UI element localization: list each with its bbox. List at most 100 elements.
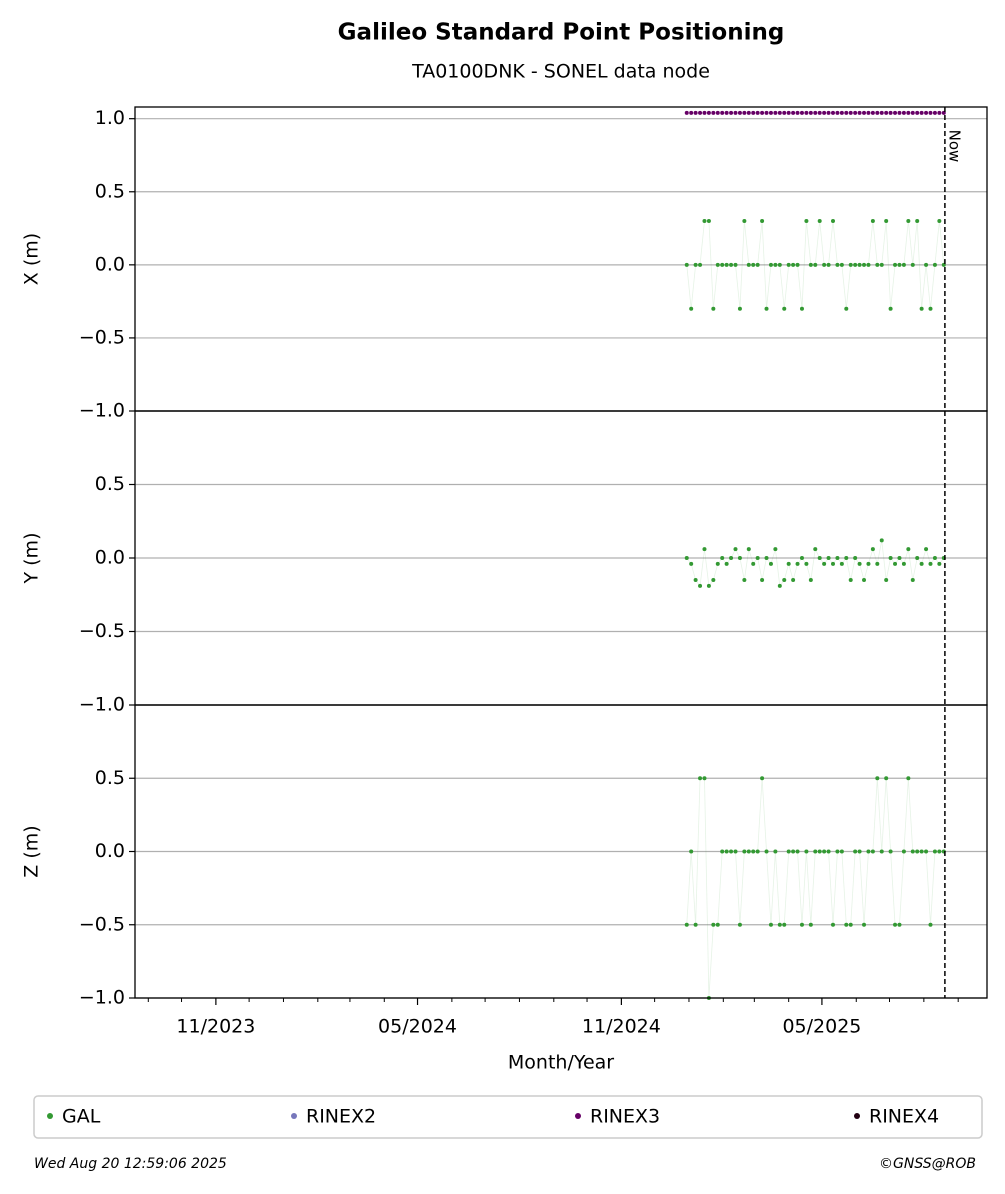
data-point bbox=[817, 219, 822, 223]
data-point bbox=[746, 110, 751, 115]
data-point bbox=[711, 922, 716, 927]
data-point bbox=[746, 547, 751, 552]
data-point bbox=[706, 110, 711, 115]
data-point bbox=[817, 556, 822, 560]
data-point bbox=[760, 219, 765, 223]
data-point bbox=[791, 262, 796, 267]
y-tick-label: 0.5 bbox=[95, 180, 125, 202]
data-point bbox=[893, 922, 898, 927]
data-point bbox=[862, 262, 867, 267]
x-tick-label: 05/2024 bbox=[378, 1016, 457, 1038]
data-point bbox=[932, 262, 937, 267]
data-point bbox=[777, 922, 782, 927]
data-point bbox=[799, 306, 804, 311]
data-point bbox=[897, 556, 902, 560]
data-point bbox=[875, 561, 880, 566]
data-point bbox=[928, 922, 933, 927]
data-point bbox=[910, 262, 915, 267]
data-point bbox=[684, 110, 689, 115]
data-point bbox=[786, 849, 791, 854]
data-point bbox=[768, 262, 773, 267]
data-point bbox=[839, 110, 844, 115]
data-point bbox=[817, 849, 822, 854]
data-point bbox=[799, 110, 804, 115]
data-point bbox=[888, 849, 893, 854]
y-tick-label: 0.0 bbox=[95, 840, 125, 862]
data-point bbox=[733, 262, 738, 267]
data-point bbox=[755, 849, 760, 854]
data-point bbox=[698, 110, 703, 115]
data-point bbox=[768, 110, 773, 115]
data-point bbox=[804, 561, 809, 566]
data-point bbox=[737, 306, 742, 311]
data-point bbox=[844, 922, 849, 927]
data-point bbox=[866, 262, 871, 267]
data-point bbox=[853, 110, 858, 115]
data-point bbox=[689, 110, 694, 115]
data-point bbox=[897, 110, 902, 115]
data-point bbox=[684, 262, 689, 267]
data-point bbox=[884, 110, 889, 115]
data-point bbox=[893, 561, 898, 566]
data-point bbox=[888, 556, 893, 560]
data-point bbox=[729, 262, 734, 267]
data-point bbox=[822, 561, 827, 566]
data-point bbox=[813, 547, 818, 552]
data-point bbox=[693, 578, 698, 583]
y-axis-label: X (m) bbox=[21, 233, 43, 285]
data-point bbox=[751, 561, 756, 566]
data-point bbox=[764, 849, 769, 854]
data-point bbox=[830, 561, 835, 566]
x-tick-label: 05/2025 bbox=[782, 1016, 861, 1038]
data-point bbox=[830, 219, 835, 223]
data-point bbox=[808, 578, 813, 583]
data-point bbox=[901, 262, 906, 267]
data-point bbox=[706, 219, 711, 223]
data-point bbox=[733, 547, 738, 552]
data-point bbox=[711, 110, 716, 115]
data-point bbox=[791, 578, 796, 583]
data-point bbox=[773, 849, 778, 854]
data-point bbox=[755, 556, 760, 560]
data-point bbox=[786, 110, 791, 115]
data-point bbox=[737, 556, 742, 560]
data-point bbox=[711, 578, 716, 583]
data-point bbox=[879, 849, 884, 854]
data-point bbox=[729, 110, 734, 115]
data-point bbox=[715, 262, 720, 267]
y-tick-label: 0.0 bbox=[95, 547, 125, 569]
data-point bbox=[835, 849, 840, 854]
data-point bbox=[782, 110, 787, 115]
data-point bbox=[689, 849, 694, 854]
data-point bbox=[777, 583, 782, 588]
data-point bbox=[844, 306, 849, 311]
data-point bbox=[755, 110, 760, 115]
data-point bbox=[737, 922, 742, 927]
data-point bbox=[813, 110, 818, 115]
data-point bbox=[857, 262, 862, 267]
data-point bbox=[875, 776, 880, 781]
data-point bbox=[910, 578, 915, 583]
y-tick-label: −1.0 bbox=[79, 694, 125, 716]
data-point bbox=[799, 556, 804, 560]
y-tick-label: −0.5 bbox=[79, 326, 125, 348]
panel-frame bbox=[134, 106, 988, 412]
y-axis-label: Y (m) bbox=[21, 533, 43, 585]
data-point bbox=[777, 110, 782, 115]
data-point bbox=[768, 922, 773, 927]
data-point bbox=[910, 110, 915, 115]
data-point bbox=[875, 110, 880, 115]
data-point bbox=[742, 578, 747, 583]
data-point bbox=[888, 110, 893, 115]
data-point bbox=[866, 849, 871, 854]
data-point bbox=[897, 262, 902, 267]
y-tick-label: 1.0 bbox=[95, 107, 125, 129]
data-point bbox=[808, 922, 813, 927]
credit: ©GNSS@ROB bbox=[879, 1156, 976, 1172]
now-label: Now bbox=[945, 130, 963, 163]
data-point bbox=[720, 110, 725, 115]
data-point bbox=[835, 556, 840, 560]
data-point bbox=[773, 110, 778, 115]
chart-title: Galileo Standard Point Positioning bbox=[338, 20, 785, 46]
